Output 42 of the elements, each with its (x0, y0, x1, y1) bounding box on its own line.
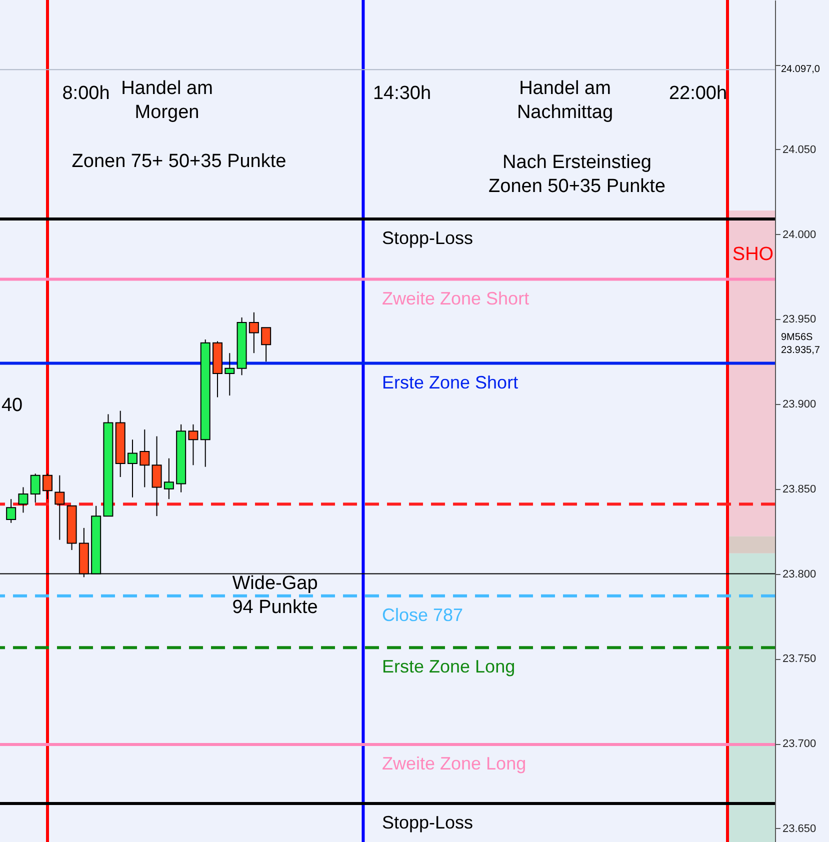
text: 9M56S (781, 332, 814, 343)
candlestick (42, 473, 52, 500)
candlestick (152, 436, 162, 517)
y-tick-label: 23.650 (782, 822, 816, 835)
annotation: 22:00h (668, 83, 728, 104)
y-tick-label: 23.800 (782, 568, 816, 580)
ref-line-label: Zweite Zone Long (382, 754, 526, 774)
text: 23.935,7 (781, 345, 820, 356)
annotation: Nach Ersteinstieg Zonen 50+35 Punkte (488, 152, 666, 197)
ref-line-label: Stopp-Loss (382, 812, 474, 832)
y-tick-label: 23.950 (782, 314, 816, 326)
ref-line-label: Stopp-Loss (382, 228, 474, 248)
annotation: 40 (1, 395, 23, 416)
y-tick-label: 23.850 (782, 483, 816, 496)
candlestick (261, 327, 272, 362)
annotation: Zonen 75+ 50+35 Punkte (72, 151, 286, 172)
ref-line-label: Close 787 (382, 604, 464, 625)
ref-line-label: Zweite Zone Short (382, 288, 530, 308)
y-tick-label: 23.700 (782, 738, 816, 750)
ref-line-label: Erste Zone Short (382, 372, 518, 392)
text: 24.097,0 (781, 64, 820, 75)
y-tick-label: 24.050 (782, 144, 816, 156)
y-tick-label: 23.900 (782, 398, 816, 411)
ref-line-label: Erste Zone Long (382, 656, 516, 677)
annotation: 14:30h (372, 83, 432, 104)
candlestick (164, 458, 174, 500)
candlestick (128, 439, 138, 498)
annotation: Wide-Gap 94 Punkte (232, 573, 318, 618)
annotation: 8:00h (62, 83, 110, 104)
annotation: SHO (732, 244, 774, 265)
candlestick (224, 352, 235, 396)
candlestick (18, 486, 28, 514)
y-tick-label: 23.750 (782, 653, 816, 666)
candlestick (188, 424, 198, 466)
y-tick-label: 24.000 (782, 228, 816, 241)
candlestick (248, 312, 259, 354)
candlestick (54, 474, 65, 540)
candlestick (30, 473, 40, 503)
annotation: Handel am Morgen (121, 78, 213, 123)
annotation: Handel am Nachmittag (516, 78, 614, 123)
candlestick (6, 498, 16, 524)
candlestick (140, 428, 150, 488)
